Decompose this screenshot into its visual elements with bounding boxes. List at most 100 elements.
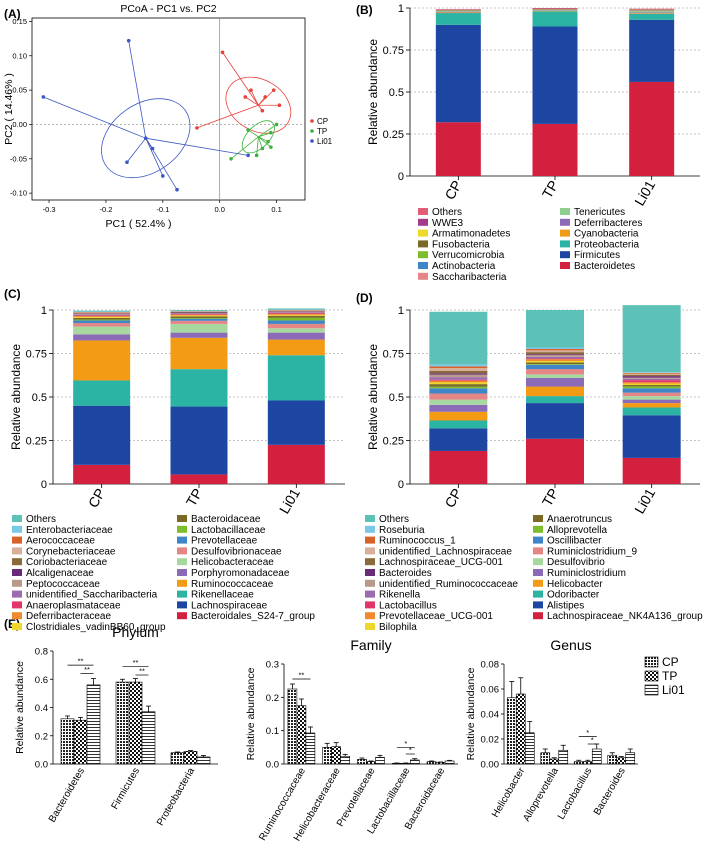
bar-segment-deferribacteraceae xyxy=(267,314,325,315)
bar-segment-ruminococcaceae xyxy=(73,340,131,381)
data-point xyxy=(269,130,273,135)
data-point xyxy=(195,126,199,130)
bar-segment-peptococcaceae xyxy=(267,311,325,313)
legend-swatch xyxy=(533,558,543,566)
x-tick-label: TP xyxy=(183,486,206,509)
bar-segment-bacteroidaceae xyxy=(267,315,325,318)
confidence-ellipse xyxy=(225,76,292,134)
bar-segment-others xyxy=(429,311,488,365)
bar-li01 xyxy=(196,756,211,765)
legend-swatch xyxy=(365,579,375,587)
bar-segment-coriobacteriaceae xyxy=(73,313,131,314)
bar-segment-others xyxy=(526,310,584,348)
legend-label: CP xyxy=(662,655,679,669)
bar-segment-bilophila xyxy=(429,382,488,385)
legend-label: TP xyxy=(662,669,677,683)
chart-title: Genus xyxy=(550,637,591,653)
legend-swatch xyxy=(365,623,375,630)
bar-cp xyxy=(607,754,618,765)
bar-tp xyxy=(366,761,376,765)
bar-segment-alloprevotella xyxy=(622,386,681,389)
y-tick-label: 0.1 xyxy=(266,726,279,737)
data-point xyxy=(266,139,270,144)
significance-label: ** xyxy=(139,667,145,676)
bar-tp xyxy=(73,719,88,765)
y-tick-label: 0.2 xyxy=(266,693,279,704)
legend-label: Rikenellaceae xyxy=(191,590,254,601)
legend-swatch xyxy=(533,601,543,609)
legend-label: Alloprevotella xyxy=(547,525,607,536)
bar-li01 xyxy=(409,759,420,765)
legend-label: Bacteroidetes xyxy=(574,261,635,272)
legend-label: Lachnospiraceae_UCG-001 xyxy=(379,557,503,568)
legend-label: unidentified_Saccharibacteria xyxy=(26,590,158,601)
significance-label: ** xyxy=(84,665,90,674)
bar-segment-others xyxy=(622,305,681,373)
y-tick-label: 0.02 xyxy=(481,735,500,746)
bar-segment-unidentified-saccharibacteria xyxy=(267,312,325,314)
legend-swatch xyxy=(12,515,22,522)
x-axis-label: PC1 ( 52.4% ) xyxy=(106,218,172,230)
y-tick-label: 0.25 xyxy=(383,129,404,141)
bar-cp xyxy=(573,761,584,765)
bar-segment-desulfovibrionaceae xyxy=(267,323,325,329)
bar-segment-firmicutes xyxy=(435,24,481,123)
panel-a-pcoa: PCoA - PC1 vs. PC2 -0.3 -0.2 -0.1 0.0 0.1 -0.1… xyxy=(3,3,333,230)
bar-segment-ruminiclostridium xyxy=(526,377,584,387)
bar-segment-ruminiclostridium-9 xyxy=(429,393,488,400)
legend-swatch xyxy=(560,218,570,226)
bar-segment-bacteroidetes xyxy=(629,81,675,176)
group-li01 xyxy=(41,38,250,192)
bar-segment-bacteroidales-s24-7-group xyxy=(267,444,325,484)
data-point xyxy=(220,50,225,55)
legend-swatch xyxy=(533,569,543,576)
legend-swatch xyxy=(418,240,428,248)
legend-label: Others xyxy=(26,514,56,525)
y-tick-label: 0 xyxy=(398,171,404,183)
confidence-ellipse xyxy=(101,98,191,179)
legend-label: Helicobacteraceae xyxy=(191,557,274,568)
legend-swatch xyxy=(418,262,428,269)
legend-swatch xyxy=(12,612,22,620)
significance-label: * xyxy=(409,746,412,755)
bar-segment-unidentified-saccharibacteria xyxy=(170,313,228,315)
y-tick-label: 0.10 xyxy=(12,51,27,60)
bar-segment-coriobacteriaceae xyxy=(267,310,325,312)
y-axis-label: PC2 ( 14.46% ) xyxy=(3,73,15,145)
bar-li01 xyxy=(625,752,636,765)
data-point xyxy=(249,88,253,92)
spider-line xyxy=(256,136,259,156)
y-tick-label: 0.04 xyxy=(481,710,500,721)
bar-segment-lachnospiraceae xyxy=(267,400,325,445)
legend-swatch xyxy=(365,590,375,598)
bar-segment-ruminiclostridium xyxy=(429,404,488,412)
panel-label-a: (A) xyxy=(4,7,21,21)
spider-line xyxy=(258,136,272,148)
y-axis-label: Relative abundance xyxy=(245,667,257,760)
significance-label: * xyxy=(404,739,407,748)
legend-label: Prevotellaceae_UCG-001 xyxy=(379,611,493,622)
y-tick-label: 0.5 xyxy=(389,392,404,404)
bar-segment-lachnospiraceae xyxy=(170,406,228,475)
data-point xyxy=(126,38,131,43)
data-point xyxy=(246,128,250,132)
x-tick-label: Lactobacillus xyxy=(556,766,594,822)
legend-label: CP xyxy=(317,117,328,126)
x-tick-label: Li01 xyxy=(276,485,303,516)
y-tick-label: 0.0 xyxy=(266,760,279,771)
legend-swatch xyxy=(560,208,570,215)
legend-swatch xyxy=(12,525,22,533)
data-point xyxy=(254,153,259,158)
x-tick-label: CP xyxy=(441,178,465,203)
legend-label: Bilophila xyxy=(379,622,417,633)
bar-segment-tenericutes xyxy=(532,9,578,11)
legend-label: Bacteroidaceae xyxy=(191,514,261,525)
spider-line xyxy=(222,52,259,106)
bar-segment-roseburia xyxy=(526,347,584,349)
bar-segment-prevotellaceae xyxy=(170,318,228,321)
legend-swatch xyxy=(12,547,22,555)
bar-segment-proteobacteria xyxy=(532,11,578,27)
bar-segment-alloprevotella xyxy=(429,386,488,389)
panel-label-b: (B) xyxy=(356,3,373,17)
